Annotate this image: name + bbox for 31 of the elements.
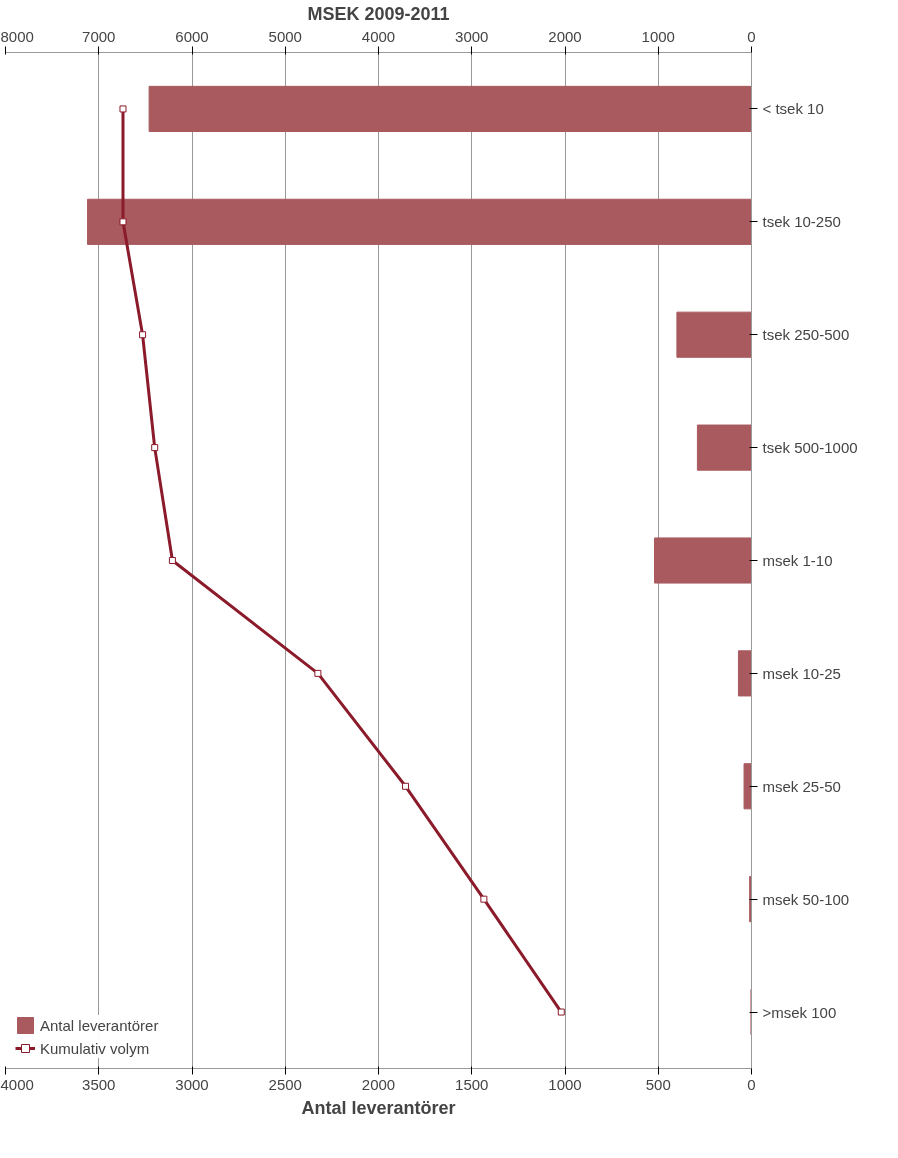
x2-tick-label: 0 <box>747 27 756 45</box>
y-tick-label: tsek 500-1000 <box>762 439 858 457</box>
y-tick-label: msek 1-10 <box>762 552 833 569</box>
x-tick-label: 2000 <box>361 1075 396 1093</box>
x2-tick-label: 3000 <box>455 27 489 45</box>
x2-tick-label: 8000 <box>0 27 34 45</box>
x2-tick-label: 5000 <box>268 27 302 45</box>
y-tick-label: msek 50-100 <box>762 890 850 908</box>
y-tick-label: < tsek 10 <box>762 100 824 118</box>
x-tick-label: 3000 <box>175 1075 209 1093</box>
y-tick-label: tsek 250-500 <box>762 326 850 344</box>
x-tick-label: 2500 <box>268 1075 302 1093</box>
x-axis-title: Antal leverantörer <box>301 1097 456 1118</box>
legend-label: Kumulativ volym <box>40 1039 150 1057</box>
x-tick-label: 0 <box>747 1075 756 1093</box>
x-tick-label: 1500 <box>455 1075 489 1093</box>
y-tick-label: tsek 10-250 <box>762 213 841 231</box>
y-tick-label: >msek 100 <box>762 1003 837 1021</box>
x-tick-label: 3500 <box>82 1075 116 1093</box>
x-tick-label: 4000 <box>0 1075 34 1093</box>
legend-label: Antal leverantörer <box>40 1016 159 1034</box>
x2-tick-label: 4000 <box>361 27 396 45</box>
x-tick-label: 500 <box>645 1075 671 1093</box>
x-tick-label: 1000 <box>548 1075 582 1093</box>
x2-tick-label: 2000 <box>548 27 582 45</box>
x2-axis-title: MSEK 2009-2011 <box>307 3 450 24</box>
y-tick-label: msek 10-25 <box>762 664 841 682</box>
x2-tick-label: 7000 <box>82 27 116 45</box>
x2-tick-label: 6000 <box>175 27 209 45</box>
y-tick-label: msek 25-50 <box>762 777 841 795</box>
x2-tick-label: 1000 <box>641 27 675 45</box>
